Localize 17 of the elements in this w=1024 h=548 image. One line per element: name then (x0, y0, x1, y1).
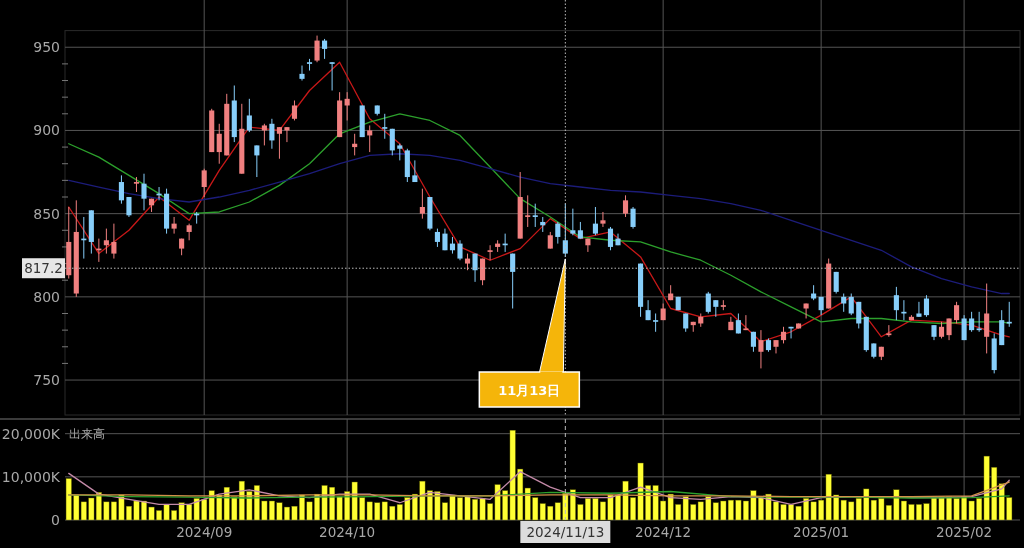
y-tick-label: 850 (33, 205, 60, 222)
y-tick-label: 750 (33, 372, 60, 389)
x-tick-label: 2025/02 (936, 524, 993, 540)
x-tick-label: 2025/01 (793, 524, 850, 540)
y-tick-label: 0 (51, 512, 60, 528)
x-tick-label: 2024/11/13 (526, 524, 605, 540)
y-tick-label: 20,000K (1, 425, 61, 442)
y-tick-label: 900 (33, 122, 60, 139)
y-tick-label: 10,000K (1, 468, 61, 485)
x-tick-label: 2024/12 (635, 524, 692, 540)
annotation: 11月13日 (498, 383, 561, 398)
x-tick-label: 2024/10 (319, 524, 376, 540)
y-tick-label: 950 (33, 39, 60, 56)
y-tick-label: 800 (33, 288, 60, 305)
x-tick-label: 2024/09 (176, 524, 233, 540)
text: 出来高 (69, 427, 105, 441)
ref-line-label: 817.2 (24, 260, 63, 277)
